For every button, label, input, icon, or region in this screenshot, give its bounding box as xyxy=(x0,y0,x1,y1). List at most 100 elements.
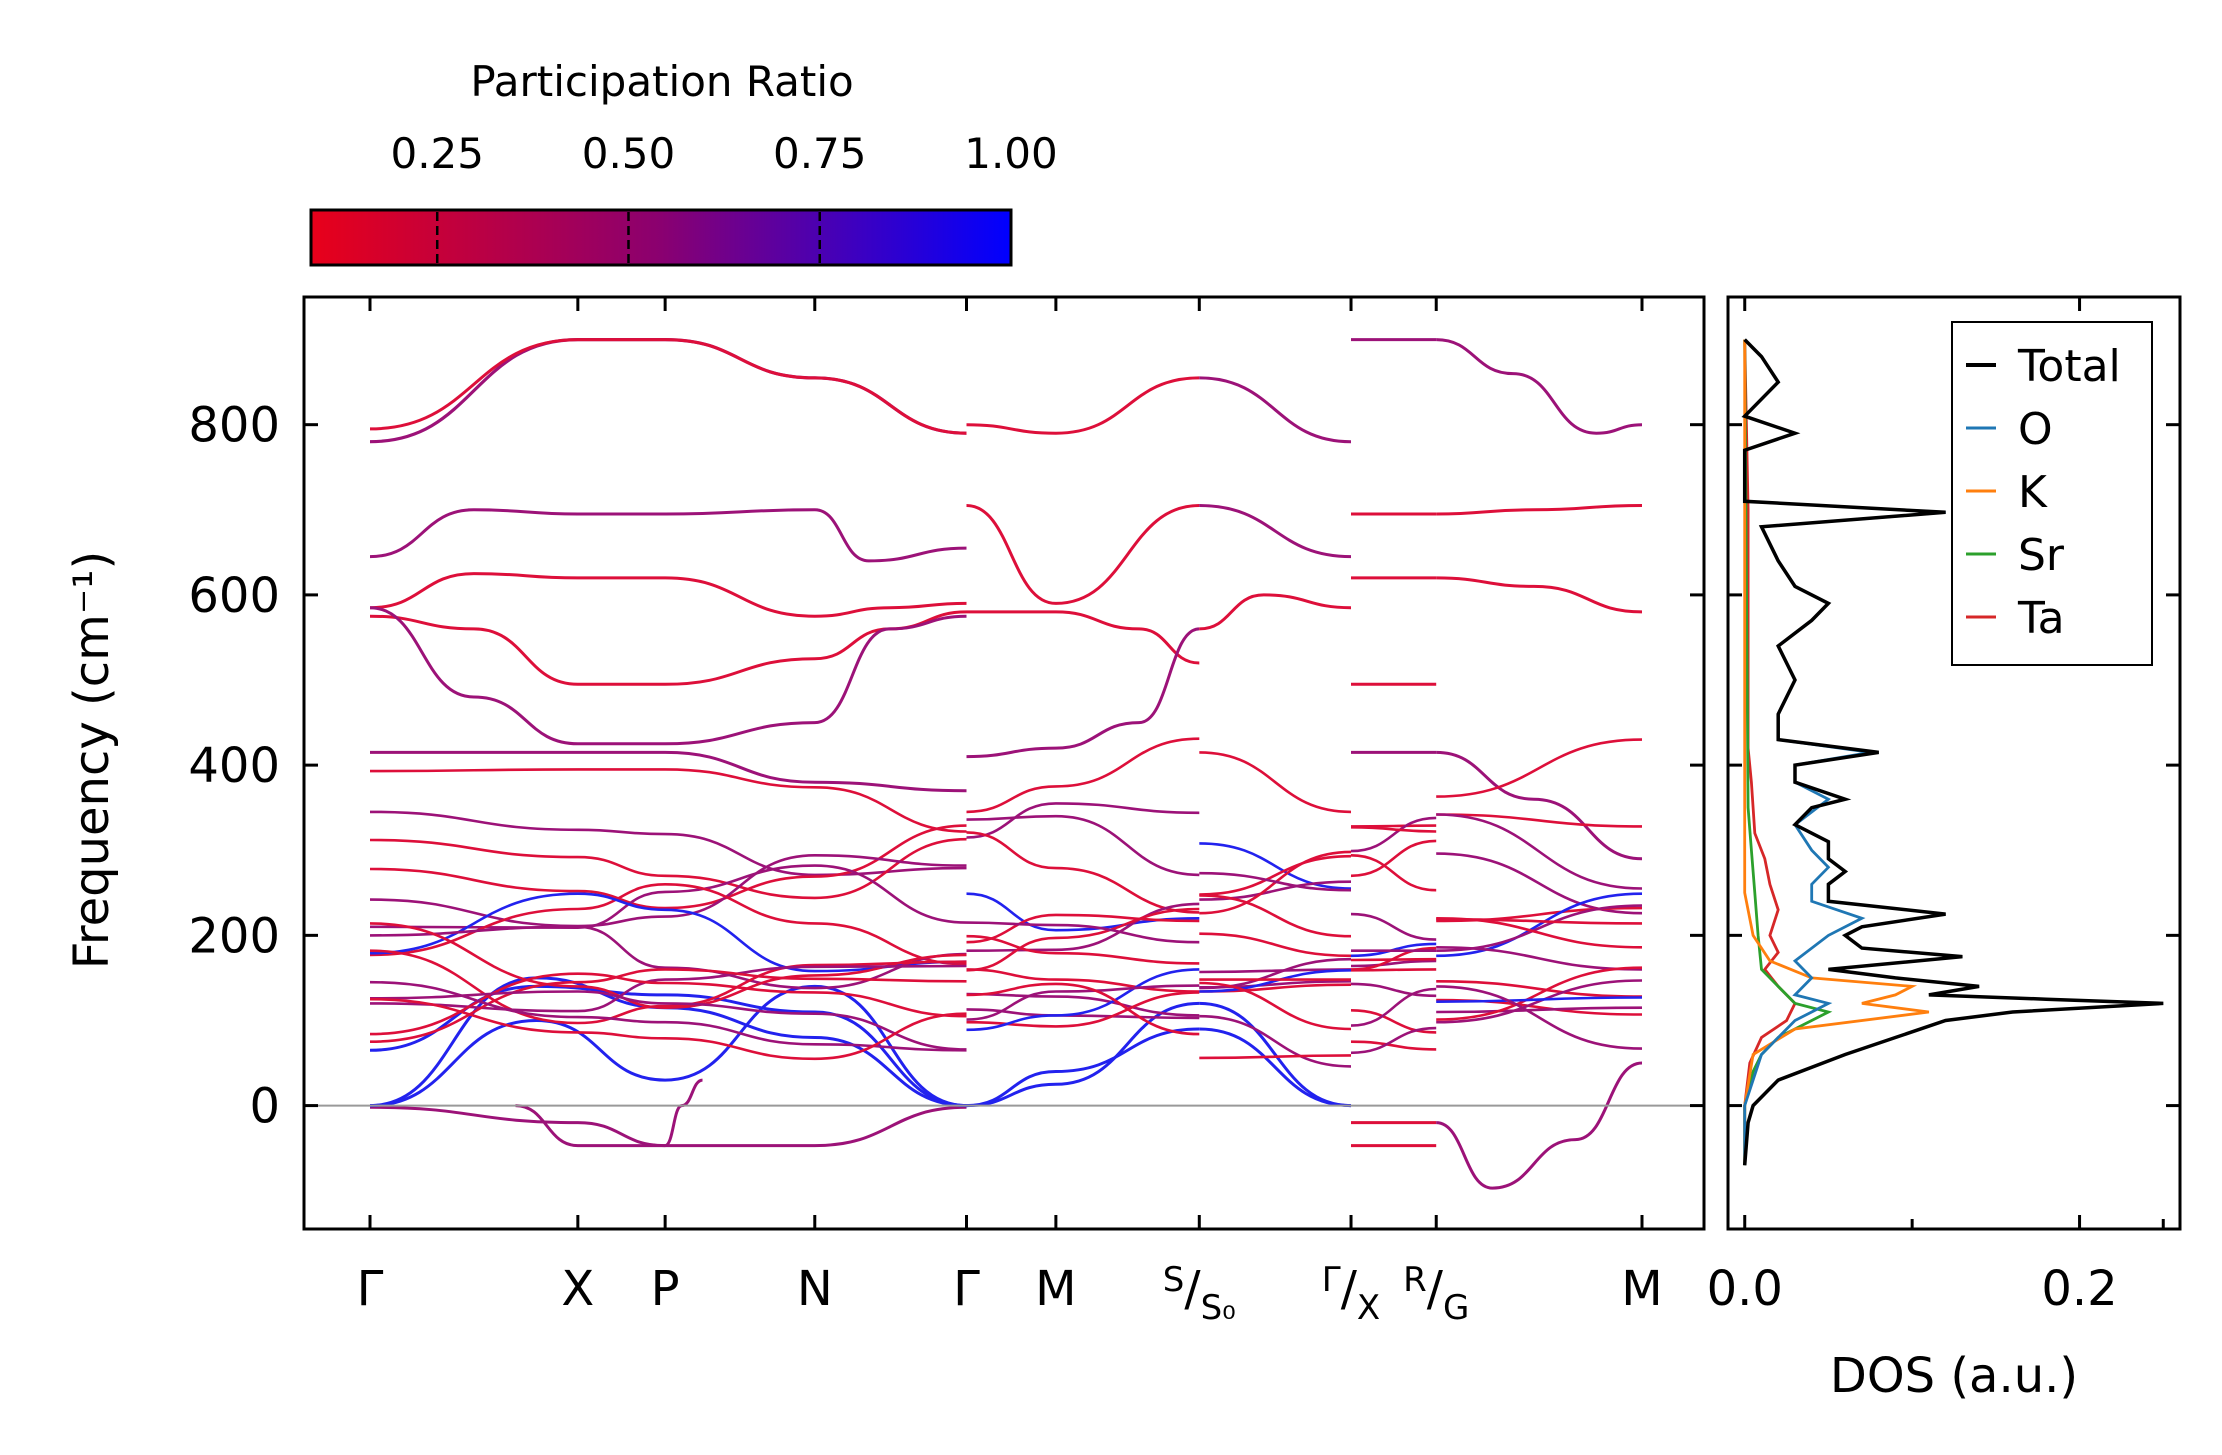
phonon-band xyxy=(369,968,967,1043)
phonon-band xyxy=(966,737,1200,814)
phonon-band xyxy=(1350,854,1437,892)
phonon-band xyxy=(369,337,967,444)
phonon-band xyxy=(1436,946,1643,971)
dos-x-axis-title: DOS (a.u.) xyxy=(1830,1348,2078,1404)
phonon-band xyxy=(1435,1061,1643,1190)
phonon-band xyxy=(1350,839,1437,878)
phonon-band xyxy=(515,1078,703,1148)
phonon-band xyxy=(1199,1001,1352,1108)
y-tick-label: 400 xyxy=(188,738,280,794)
phonon-band xyxy=(1350,912,1437,941)
colorbar-tick-label: 0.75 xyxy=(773,129,867,178)
phonon-band xyxy=(966,992,1200,1017)
legend-label: K xyxy=(2018,467,2048,518)
phonon-band xyxy=(1350,968,1437,972)
phonon-band xyxy=(1436,813,1643,828)
phonon-band xyxy=(966,968,1200,993)
dos-x-tick-label: 0.2 xyxy=(2041,1261,2117,1317)
phonon-band xyxy=(369,610,967,686)
y-tick-label: 600 xyxy=(188,568,280,624)
phonon-band xyxy=(966,902,1200,952)
phonon-band xyxy=(1436,738,1643,798)
y-axis-title-text: Frequency (cm⁻¹) xyxy=(64,551,120,969)
phonon-band xyxy=(1350,959,1437,968)
phonon-band xyxy=(1199,854,1352,896)
phonon-band xyxy=(1199,968,1352,974)
phonon-band xyxy=(966,913,1200,944)
dos-line-sr xyxy=(1743,339,1833,1166)
x-tick-label: M xyxy=(1621,1261,1662,1317)
phonon-band xyxy=(1436,338,1643,435)
phonon-band xyxy=(966,610,1200,665)
band-plot-frame xyxy=(302,295,1706,1231)
phonon-band xyxy=(1199,880,1352,901)
dos-line-ta xyxy=(1743,339,1797,1166)
x-tick-label: N xyxy=(797,1261,833,1317)
phonon-band xyxy=(1436,1006,1643,1014)
phonon-band xyxy=(370,750,967,793)
legend-label: Ta xyxy=(2017,593,2065,644)
phonon-band xyxy=(1436,985,1643,1050)
dos-panel: 0.0 0.2 DOS (a.u.) Total OK Sr Ta xyxy=(1707,295,2182,1404)
phonon-band xyxy=(966,934,1200,965)
phonon-band xyxy=(1350,957,1437,962)
legend-label: O xyxy=(2018,404,2053,455)
dos-line-k xyxy=(1743,339,1930,1166)
phonon-band xyxy=(1199,894,1352,938)
phonon-band xyxy=(1436,813,1643,890)
phonon-band xyxy=(1436,892,1643,958)
phonon-band xyxy=(1436,966,1643,1021)
phonon-band xyxy=(1350,982,1437,998)
phonon-band xyxy=(966,991,1200,1028)
phonon-band xyxy=(966,627,1200,759)
phonon-band xyxy=(369,892,967,973)
phonon-band xyxy=(1199,751,1352,814)
phonon-band xyxy=(1199,593,1352,631)
phonon-band xyxy=(1199,504,1352,559)
colorbar-gradient xyxy=(309,208,1013,267)
y-tick-label: 200 xyxy=(188,908,280,964)
dos-legend: Total OK Sr Ta xyxy=(1951,321,2153,666)
phonon-band xyxy=(369,572,967,618)
phonon-band xyxy=(1199,842,1352,890)
phonon-band xyxy=(369,768,967,833)
colorbar: Participation Ratio 0.25 0.50 0.75 1.00 xyxy=(309,57,1058,267)
phonon-band xyxy=(966,907,1200,972)
phonon-band xyxy=(966,984,1200,1021)
colorbar-tick-label: 1.00 xyxy=(964,129,1058,178)
phonon-band xyxy=(966,376,1200,435)
phonon-band xyxy=(1350,816,1437,853)
phonon-band xyxy=(1350,826,1437,833)
phonon-band xyxy=(1436,576,1643,614)
phonon-band xyxy=(369,882,967,966)
legend-label: Sr xyxy=(2018,530,2065,581)
phonon-band xyxy=(1436,917,1643,949)
phonon-band xyxy=(966,1027,1200,1108)
x-tick-label: M xyxy=(1035,1261,1076,1317)
phonon-band xyxy=(966,968,1200,1032)
phonon-band xyxy=(1350,987,1437,1027)
phonon-band xyxy=(966,982,1200,1036)
phonon-band xyxy=(1199,981,1352,1031)
x-tick-label: P xyxy=(651,1261,680,1317)
dos-line-o xyxy=(1742,338,1946,1166)
phonon-band xyxy=(1199,932,1352,958)
phonon-band xyxy=(369,972,967,1036)
phonon-band xyxy=(369,984,967,1108)
phonon-band xyxy=(1350,1026,1437,1055)
phonon-band xyxy=(1436,996,1643,1003)
y-tick-label: 800 xyxy=(188,398,280,454)
x-tick-label: Γ xyxy=(953,1261,980,1317)
legend-label: Total xyxy=(2017,341,2121,392)
colorbar-tick-label: 0.50 xyxy=(582,129,676,178)
phonon-band xyxy=(966,504,1200,605)
phonon-band xyxy=(369,338,967,435)
phonon-band xyxy=(369,606,967,746)
phonon-band xyxy=(1436,979,1643,1024)
phonon-band xyxy=(369,837,967,900)
phonon-band xyxy=(966,802,1200,839)
phonon-band xyxy=(369,997,967,1061)
phonon-band xyxy=(369,922,967,1010)
